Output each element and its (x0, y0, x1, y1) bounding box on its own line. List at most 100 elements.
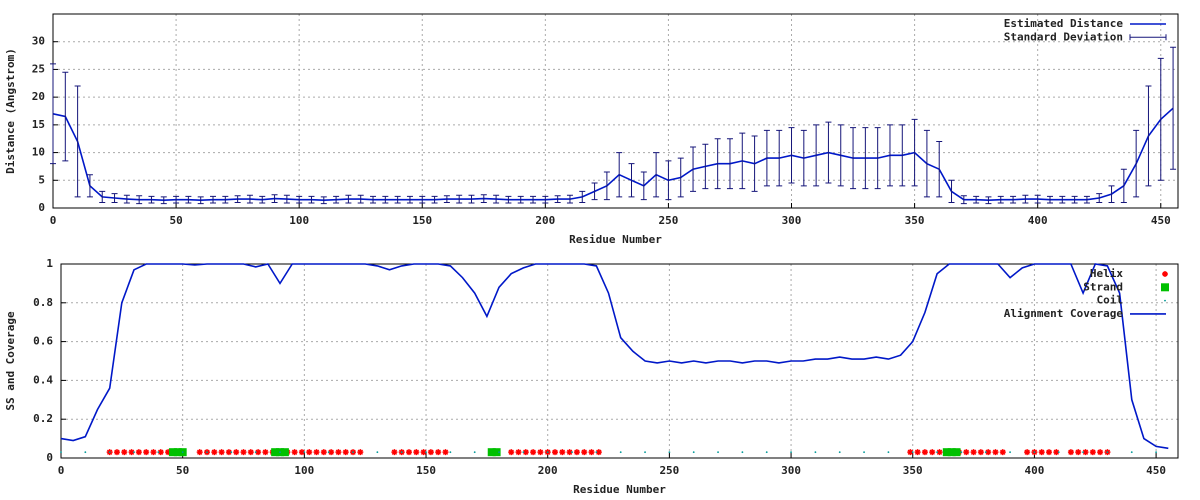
helix-point (508, 449, 515, 456)
helix-point (442, 449, 449, 456)
helix-point (298, 449, 305, 456)
helix-point (530, 449, 537, 456)
helix-point (413, 449, 420, 456)
error-bar (234, 195, 241, 203)
coil-point (595, 451, 598, 454)
coil-point (498, 451, 500, 454)
error-bar (739, 132, 746, 190)
strand-point (492, 448, 501, 457)
strand-point (280, 448, 289, 457)
coil-point (960, 451, 963, 454)
error-bar (419, 195, 426, 204)
coil-point (254, 451, 257, 454)
coil-point (157, 451, 160, 454)
error-bar (259, 195, 266, 204)
helix-point (225, 449, 232, 456)
error-bar (936, 140, 943, 198)
helix-point (1053, 449, 1060, 456)
error-bar (480, 194, 487, 203)
error-bar (1071, 195, 1078, 204)
legend-label: Helix (1090, 267, 1123, 280)
helix-point (963, 449, 970, 456)
legend-swatch (1162, 271, 1168, 277)
strand-point (271, 448, 280, 457)
error-bar (1046, 195, 1053, 204)
y-tick-label: 20 (32, 90, 45, 103)
coil-point (717, 451, 719, 454)
x-tick-label: 300 (782, 214, 802, 227)
legend-swatch (1129, 34, 1167, 41)
legend-label: Estimated Distance (1004, 17, 1124, 30)
coil-point (741, 451, 744, 454)
error-bar (197, 196, 204, 205)
helix-point (233, 449, 240, 456)
x-tick-label: 400 (1028, 214, 1048, 227)
error-bar (948, 179, 955, 203)
y-tick-label: 25 (32, 62, 45, 75)
error-bar (1133, 129, 1140, 198)
helix-point (1089, 449, 1096, 456)
error-bar (86, 174, 93, 198)
error-bar (579, 190, 586, 203)
error-bar (542, 195, 549, 204)
helix-point (1075, 449, 1082, 456)
x-tick-label: 450 (1146, 464, 1166, 477)
helix-point (914, 449, 921, 456)
helix-point (573, 449, 580, 456)
chart: 0 50 100 150 200 250 300 350 400 450 0 5 10 15 20 25 30 R… (4, 13, 1179, 246)
y-axis-title: Distance (Angstrom) (4, 48, 17, 174)
y-tick-label: 0.8 (33, 296, 53, 309)
error-bar (123, 194, 130, 204)
x-tick-label: 200 (535, 214, 555, 227)
coil-point (376, 451, 379, 454)
helix-point (291, 449, 298, 456)
y-tick-label: 1 (46, 257, 53, 270)
error-bar (210, 195, 217, 204)
helix-point (165, 449, 172, 456)
error-bar (923, 129, 930, 198)
error-bar (800, 129, 807, 187)
helix-point (992, 449, 999, 456)
helix-point (537, 449, 544, 456)
y-tick-label: 15 (32, 118, 45, 131)
helix-point (157, 449, 164, 456)
x-tick-label: 100 (289, 214, 309, 227)
helix-point (247, 449, 254, 456)
coil-point (619, 451, 622, 454)
error-bar (357, 194, 364, 204)
x-tick-label: 200 (538, 464, 558, 477)
legend-label: Standard Deviation (1004, 30, 1123, 43)
coil-point (668, 451, 671, 454)
legend-label: Coil (1097, 294, 1124, 307)
coil-point (863, 451, 865, 454)
error-bar (899, 124, 906, 187)
helix-point (929, 449, 936, 456)
data-line (52, 107, 1174, 202)
helix-point (566, 449, 573, 456)
helix-point (335, 449, 342, 456)
strand-point (947, 448, 956, 457)
coil-point (425, 451, 427, 454)
error-bar (50, 63, 56, 165)
helix-point (240, 449, 247, 456)
x-tick-label: 150 (412, 214, 432, 227)
helix-point (262, 449, 269, 456)
helix-point (1038, 449, 1045, 456)
error-bar (997, 195, 1004, 204)
x-tick-label: 400 (1024, 464, 1044, 477)
error-bar (1145, 85, 1152, 187)
y-tick-label: 0 (38, 201, 45, 214)
error-bar (554, 195, 561, 203)
coil-point (571, 451, 573, 454)
error-bar (653, 152, 660, 198)
helix-point (113, 449, 120, 456)
coil-point (1033, 451, 1036, 454)
helix-point (977, 449, 984, 456)
y-tick-label: 0.4 (33, 373, 53, 386)
error-bar (763, 129, 770, 187)
strand-point (942, 448, 951, 457)
helix-point (588, 449, 595, 456)
error-bar (850, 127, 857, 190)
